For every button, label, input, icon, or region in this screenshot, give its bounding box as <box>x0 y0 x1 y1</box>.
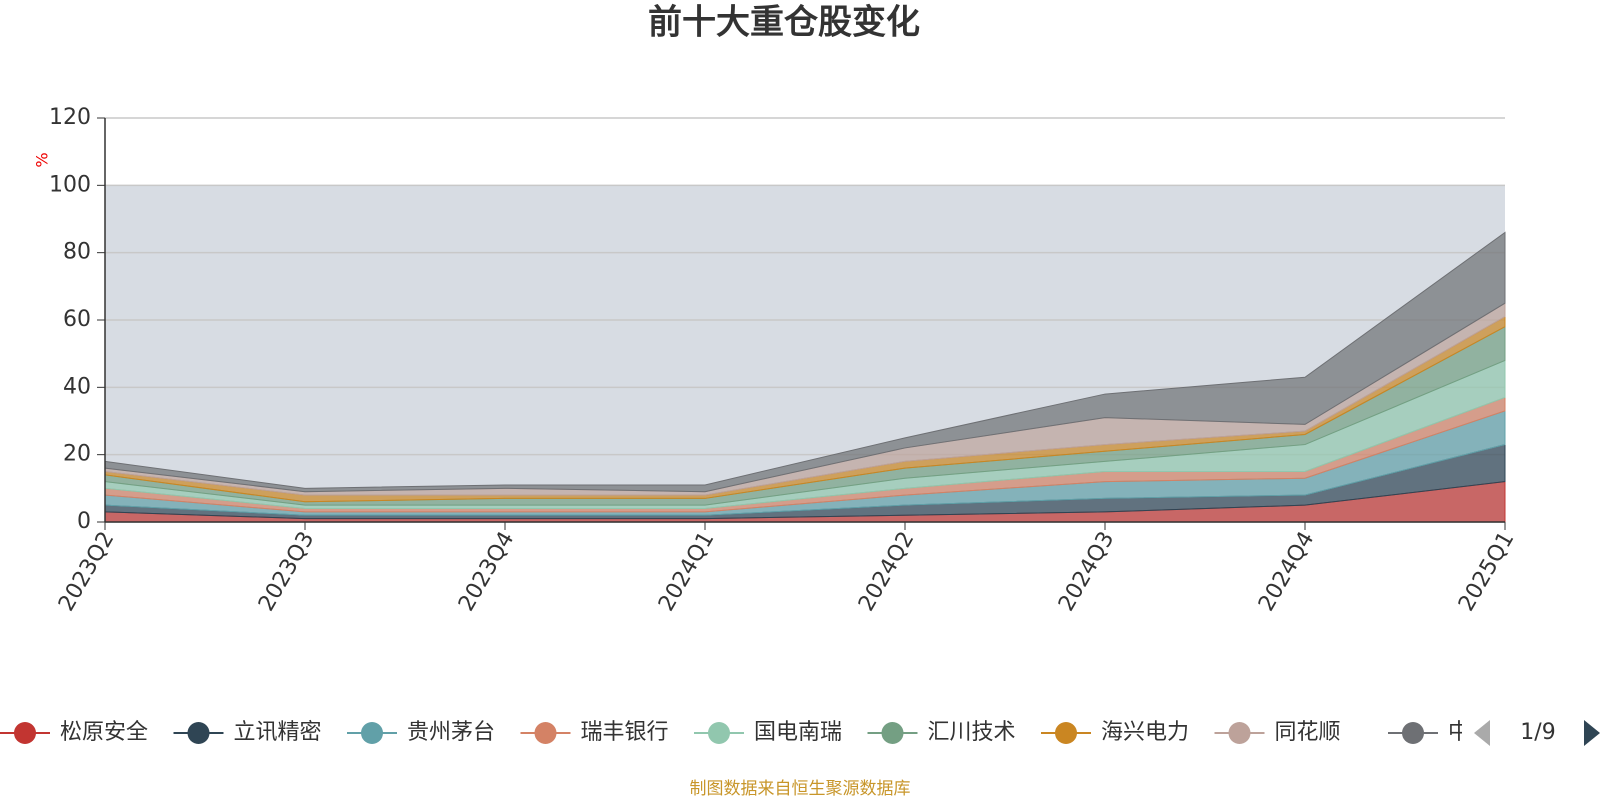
y-tick-label: 100 <box>49 172 91 197</box>
legend-marker <box>1402 722 1424 744</box>
y-tick-label: 60 <box>63 307 91 332</box>
legend-marker <box>534 722 557 744</box>
chart-title: 前十大重仓股变化 <box>648 3 920 43</box>
y-tick-label: 20 <box>63 442 91 467</box>
x-tick-label: 2024Q1 <box>654 528 719 616</box>
plot-area: 0 20 40 60 80 100 120 2023Q2 2023Q3 2023Q4 2024Q1 2… <box>49 105 1519 616</box>
legend-marker <box>1228 722 1251 744</box>
x-tick-label: 2024Q2 <box>854 528 919 616</box>
y-tick-label: 40 <box>63 374 91 399</box>
legend-marker <box>708 722 730 744</box>
legend-label: 汇川技术 <box>928 720 1016 745</box>
legend-label: 国电南瑞 <box>754 720 842 745</box>
legend: 松原安全 立讯精密 贵州茅台 瑞丰银行 国电南瑞 汇川技术 海兴电力 同花顺 中 <box>0 720 1470 745</box>
x-tick-label: 2023Q2 <box>54 528 119 616</box>
legend-label: 立讯精密 <box>234 720 322 745</box>
x-tick-label: 2024Q3 <box>1054 528 1119 616</box>
y-tick-label: 120 <box>49 105 91 130</box>
legend-marker <box>187 722 210 744</box>
legend-marker <box>1055 722 1077 744</box>
legend-label: 贵州茅台 <box>407 720 495 745</box>
legend-label: 同花顺 <box>1275 720 1341 745</box>
source-note: 制图数据来自恒生聚源数据库 <box>690 779 911 799</box>
x-tick-label: 2023Q4 <box>454 528 519 616</box>
legend-prev[interactable] <box>1474 720 1490 746</box>
y-axis-label: % <box>33 152 52 167</box>
y-tick-label: 0 <box>77 509 91 534</box>
legend-label: 瑞丰银行 <box>581 720 669 745</box>
legend-marker <box>881 722 904 744</box>
legend-label: 中 <box>1448 720 1470 745</box>
x-tick-label: 2023Q3 <box>254 528 319 616</box>
legend-label: 海兴电力 <box>1101 720 1189 745</box>
legend-marker <box>361 722 383 744</box>
x-tick-label: 2025Q1 <box>1454 528 1519 616</box>
legend-label: 松原安全 <box>60 720 148 745</box>
legend-next[interactable] <box>1584 720 1600 746</box>
x-tick-label: 2024Q4 <box>1254 528 1319 616</box>
legend-page: 1/9 <box>1520 720 1555 745</box>
y-tick-label: 80 <box>63 240 91 265</box>
area <box>104 231 1506 493</box>
legend-marker <box>14 722 36 744</box>
